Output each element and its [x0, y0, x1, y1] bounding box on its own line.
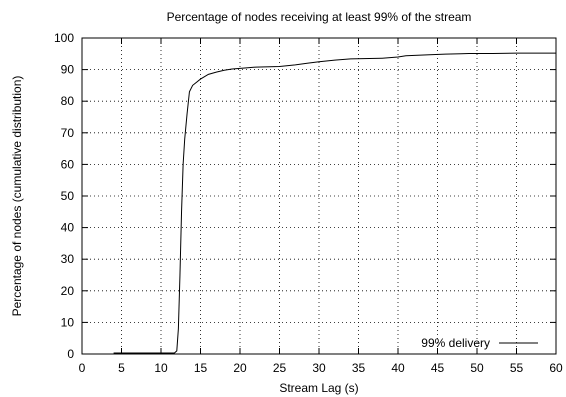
- series-layer: [113, 52, 556, 354]
- y-tick-label: 60: [61, 157, 75, 171]
- x-tick-label: 30: [312, 361, 326, 375]
- chart-title: Percentage of nodes receiving at least 9…: [167, 10, 472, 24]
- y-tick-label: 30: [61, 252, 75, 266]
- legend: 99% delivery: [421, 336, 538, 350]
- y-tick-label: 0: [67, 347, 74, 361]
- x-tick-label: 50: [470, 361, 484, 375]
- series-line: [113, 52, 556, 354]
- x-axis-label: Stream Lag (s): [279, 381, 358, 395]
- y-tick-label: 20: [61, 284, 75, 298]
- x-tick-label: 15: [194, 361, 208, 375]
- x-tick-label: 60: [549, 361, 563, 375]
- x-tick-label: 55: [510, 361, 524, 375]
- x-tick-label: 5: [118, 361, 125, 375]
- y-tick-label: 40: [61, 221, 75, 235]
- x-tick-label: 35: [352, 361, 366, 375]
- x-tick-label: 0: [79, 361, 86, 375]
- y-tick-label: 10: [61, 315, 75, 329]
- grid: [82, 38, 556, 354]
- axis-ticks: 0 5 10 15 20 25 30 35 40 45 50 55 60 0 10 20 30 40 50 60 70 8…: [54, 31, 563, 375]
- legend-label: 99% delivery: [421, 336, 490, 350]
- y-tick-label: 50: [61, 189, 75, 203]
- y-tick-label: 70: [61, 126, 75, 140]
- y-tick-label: 80: [61, 94, 75, 108]
- x-tick-label: 45: [431, 361, 445, 375]
- x-tick-label: 40: [391, 361, 405, 375]
- y-axis-label: Percentage of nodes (cumulative distribu…: [10, 76, 24, 317]
- y-tick-label: 90: [61, 63, 75, 77]
- x-tick-label: 20: [233, 361, 247, 375]
- y-tick-label: 100: [54, 31, 74, 45]
- x-tick-label: 25: [273, 361, 287, 375]
- x-tick-label: 10: [154, 361, 168, 375]
